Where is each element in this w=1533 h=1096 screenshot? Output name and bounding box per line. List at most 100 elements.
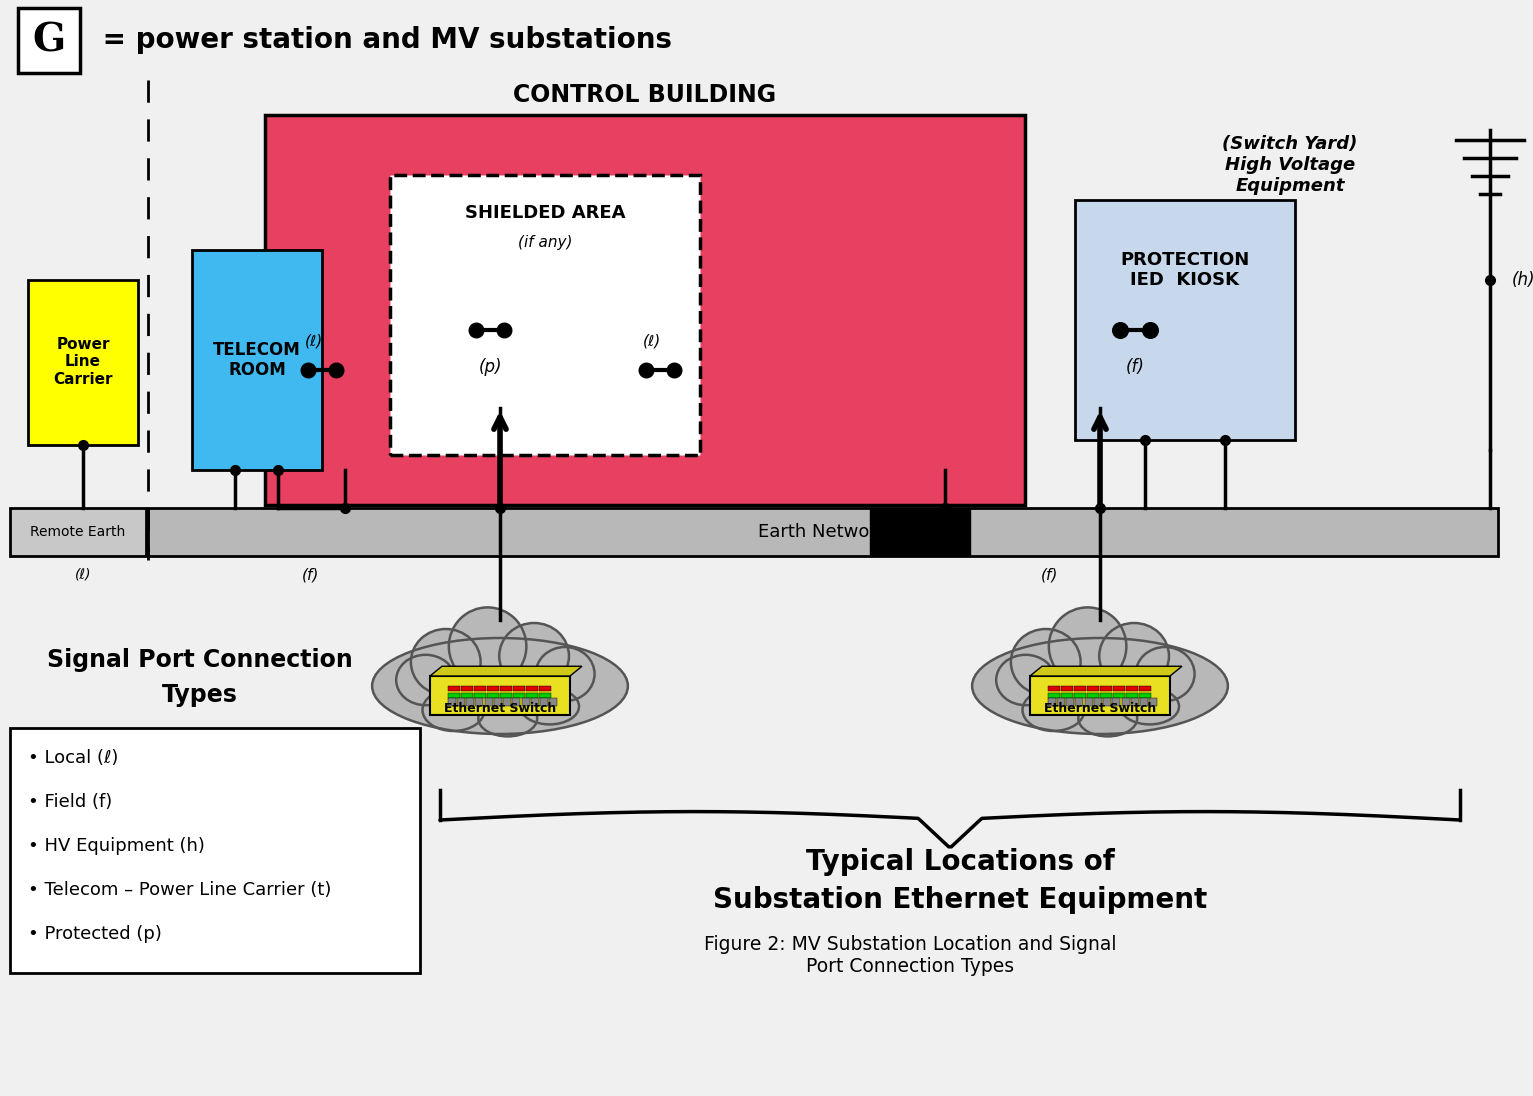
FancyBboxPatch shape [1047,693,1059,698]
Text: Ethernet Switch: Ethernet Switch [445,701,556,715]
FancyBboxPatch shape [512,698,520,706]
FancyBboxPatch shape [448,698,455,706]
FancyBboxPatch shape [474,686,486,690]
Ellipse shape [423,689,484,731]
FancyBboxPatch shape [28,279,138,445]
FancyBboxPatch shape [474,693,486,698]
FancyBboxPatch shape [487,686,498,690]
Text: (ℓ): (ℓ) [75,568,92,582]
FancyBboxPatch shape [475,698,483,706]
FancyBboxPatch shape [1084,698,1093,706]
Text: • Field (f): • Field (f) [28,794,112,811]
Text: SHIELDED AREA: SHIELDED AREA [464,204,625,222]
Ellipse shape [478,700,537,737]
FancyBboxPatch shape [466,698,474,706]
Ellipse shape [373,638,629,734]
Text: Ethernet Switch: Ethernet Switch [1044,701,1156,715]
Text: Figure 2: MV Substation Location and Signal
Port Connection Types: Figure 2: MV Substation Location and Sig… [704,935,1116,975]
FancyBboxPatch shape [500,686,512,690]
FancyBboxPatch shape [1075,199,1295,439]
FancyBboxPatch shape [514,686,526,690]
Text: Power
Line
Carrier: Power Line Carrier [54,338,113,387]
Text: (if any): (if any) [518,236,572,251]
FancyBboxPatch shape [1131,698,1139,706]
FancyBboxPatch shape [530,698,538,706]
FancyBboxPatch shape [1047,686,1059,690]
Text: (f): (f) [1125,358,1145,376]
Text: (p): (p) [478,358,501,376]
FancyBboxPatch shape [1073,686,1085,690]
Ellipse shape [1049,607,1127,685]
FancyBboxPatch shape [1073,693,1085,698]
Ellipse shape [1136,647,1194,701]
FancyBboxPatch shape [1101,693,1111,698]
FancyBboxPatch shape [389,175,701,455]
FancyBboxPatch shape [1113,693,1125,698]
FancyBboxPatch shape [526,693,538,698]
Ellipse shape [411,629,481,695]
Text: (ℓ): (ℓ) [642,333,661,349]
Text: Types: Types [162,683,238,707]
FancyBboxPatch shape [514,693,526,698]
Text: Earth Network: Earth Network [759,523,888,541]
FancyBboxPatch shape [149,509,1498,556]
FancyBboxPatch shape [1061,693,1073,698]
FancyBboxPatch shape [494,698,501,706]
FancyBboxPatch shape [1122,698,1130,706]
FancyBboxPatch shape [540,698,547,706]
Text: Typical Locations of: Typical Locations of [805,848,1114,876]
Text: Signal Port Connection: Signal Port Connection [48,648,353,672]
FancyBboxPatch shape [1087,686,1099,690]
FancyBboxPatch shape [448,693,460,698]
FancyBboxPatch shape [11,728,420,973]
FancyBboxPatch shape [1061,686,1073,690]
Ellipse shape [520,688,579,724]
Ellipse shape [500,623,569,689]
Ellipse shape [996,654,1055,705]
Ellipse shape [396,654,455,705]
Text: (f): (f) [1041,568,1059,583]
FancyBboxPatch shape [540,686,552,690]
Text: G: G [32,21,66,59]
FancyBboxPatch shape [1030,676,1170,715]
Polygon shape [1030,666,1182,676]
Ellipse shape [535,647,595,701]
Ellipse shape [1099,623,1170,689]
Ellipse shape [1121,688,1179,724]
FancyBboxPatch shape [503,698,510,706]
FancyBboxPatch shape [1093,698,1102,706]
FancyBboxPatch shape [1104,698,1111,706]
FancyBboxPatch shape [1127,686,1137,690]
Text: • Protected (p): • Protected (p) [28,925,162,943]
FancyBboxPatch shape [1056,698,1065,706]
Ellipse shape [1023,689,1084,731]
FancyBboxPatch shape [1113,698,1121,706]
FancyBboxPatch shape [1087,693,1099,698]
Text: CONTROL BUILDING: CONTROL BUILDING [514,83,777,107]
FancyBboxPatch shape [1141,698,1148,706]
Text: • Local (ℓ): • Local (ℓ) [28,749,118,767]
FancyBboxPatch shape [484,698,492,706]
FancyBboxPatch shape [1075,698,1084,706]
Text: • HV Equipment (h): • HV Equipment (h) [28,837,205,855]
Text: Substation Ethernet Equipment: Substation Ethernet Equipment [713,886,1206,914]
FancyBboxPatch shape [11,509,146,556]
FancyBboxPatch shape [1047,698,1056,706]
FancyBboxPatch shape [521,698,529,706]
Text: Remote Earth: Remote Earth [31,525,126,539]
FancyBboxPatch shape [18,8,80,73]
FancyBboxPatch shape [540,693,552,698]
Text: (f): (f) [302,568,320,583]
FancyBboxPatch shape [460,693,472,698]
FancyBboxPatch shape [265,115,1026,505]
Text: PROTECTION
IED  KIOSK: PROTECTION IED KIOSK [1121,251,1249,289]
FancyBboxPatch shape [487,693,498,698]
FancyBboxPatch shape [1101,686,1111,690]
Ellipse shape [972,638,1228,734]
FancyBboxPatch shape [1127,693,1137,698]
FancyBboxPatch shape [460,686,472,690]
Text: = power station and MV substations: = power station and MV substations [94,26,671,54]
Ellipse shape [1078,700,1137,737]
FancyBboxPatch shape [429,676,570,715]
FancyBboxPatch shape [549,698,558,706]
